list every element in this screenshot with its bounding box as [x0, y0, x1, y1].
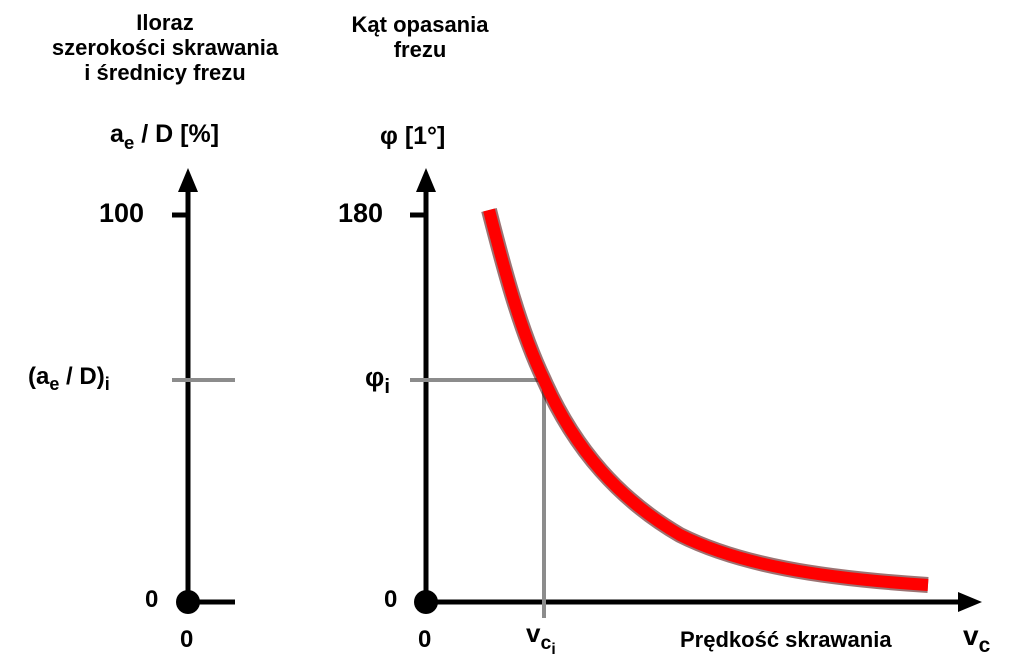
- right-y-axis-arrow: [416, 168, 436, 192]
- right-title-line-1: Kąt opasania: [351, 12, 489, 37]
- left-title-line-2: szerokości skrawania: [51, 35, 279, 60]
- left-title-line-3: i średnicy frezu: [84, 60, 246, 85]
- left-origin-dot: [176, 590, 200, 614]
- right-x-axis-arrow: [958, 592, 982, 612]
- left-tick-label-100: 100: [99, 198, 145, 228]
- left-axis-title: ae / D [%]: [110, 120, 220, 153]
- right-x-axis-title: Prędkość skrawania: [680, 627, 892, 652]
- right-x-label-0: 0: [418, 626, 432, 653]
- right-axis-title: φ [1°]: [380, 122, 446, 150]
- left-tick-label-0: 0: [145, 586, 159, 613]
- left-panel-title: Iloraz szerokości skrawania i średnicy f…: [15, 10, 315, 85]
- right-tick-label-180: 180: [338, 198, 384, 228]
- right-x-axis-symbol: vc: [963, 620, 991, 658]
- right-panel-title: Kąt opasania frezu: [325, 12, 515, 62]
- velocity-curve: [483, 208, 929, 591]
- left-tick-label-ratio-i: (ae / D)i: [28, 363, 110, 395]
- left-y-axis-arrow: [178, 168, 198, 192]
- left-x-label-0: 0: [180, 626, 194, 653]
- right-x-label-vc-i: vci: [526, 618, 556, 658]
- left-title-line-1: Iloraz: [136, 10, 194, 35]
- right-tick-label-0: 0: [384, 586, 398, 613]
- right-tick-label-phi-i: φi: [365, 362, 390, 399]
- right-title-line-2: frezu: [393, 37, 447, 62]
- right-origin-dot: [414, 590, 438, 614]
